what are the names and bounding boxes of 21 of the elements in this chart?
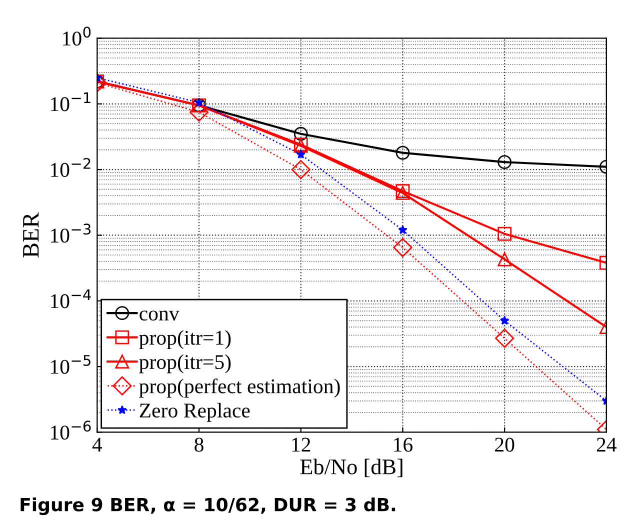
y-axis-title: BER [23,212,39,258]
legend-label: conv [140,310,180,321]
y-tick-label: 10$^{0}$ [63,26,91,46]
legend-label: Zero Replace [140,402,250,422]
legend-label: prop(itr=5) [139,354,231,374]
x-tick-label: 4 [92,438,102,452]
y-tick-label: 10$^{−2}$ [51,158,90,177]
x-tick-label: 8 [194,438,204,452]
legend-label: prop(itr=1) [139,330,231,350]
x-axis-title: Eb/No [dB] [300,458,402,478]
x-tick-label: 12 [292,438,310,452]
y-tick-label: 10$^{−3}$ [51,224,91,243]
y-tick-label: 10$^{−4}$ [51,289,91,308]
x-tick-label: 24 [596,438,617,452]
legend-label: prop(perfect estimation) [139,378,340,398]
y-tick-label: 10$^{−6}$ [51,420,91,440]
y-tick-label: 10$^{−1}$ [51,92,90,112]
x-tick-label: 20 [495,438,514,452]
y-tick-label: 10$^{−5}$ [51,355,90,374]
x-tick-label: 16 [394,438,413,452]
caption: Figure 9 BER, α = 10/62, DUR = 3 dB. [20,497,396,516]
